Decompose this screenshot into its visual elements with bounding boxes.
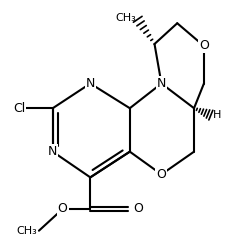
Text: CH₃: CH₃ bbox=[16, 226, 37, 236]
Text: O: O bbox=[57, 202, 67, 215]
Text: H: H bbox=[212, 110, 220, 120]
Text: Cl: Cl bbox=[13, 102, 25, 115]
Text: N: N bbox=[156, 77, 165, 90]
Text: O: O bbox=[198, 40, 208, 52]
Text: N: N bbox=[85, 77, 95, 90]
Text: O: O bbox=[132, 202, 142, 215]
Text: O: O bbox=[156, 168, 166, 181]
Text: N: N bbox=[48, 145, 57, 158]
Text: CH₃: CH₃ bbox=[114, 13, 135, 23]
